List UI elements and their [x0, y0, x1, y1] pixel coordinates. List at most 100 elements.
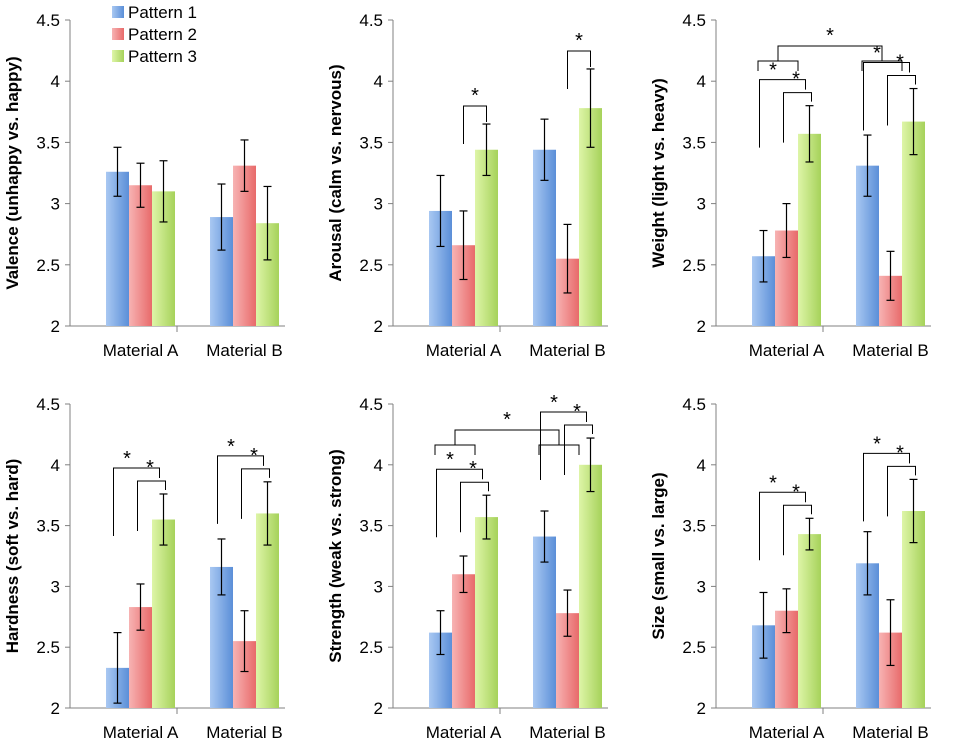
chart-panel-6: 2 2.5 3 3.5 4 4.5 Size (small vs. large) Materi…: [649, 395, 931, 742]
bar-pattern-1-material-a: [752, 625, 775, 708]
y-axis-title: Valence (unhappy vs. happy): [3, 56, 22, 289]
legend-swatch: [112, 28, 124, 40]
bar-pattern-2-material-a: [129, 185, 152, 326]
bar-pattern-3-material-a: [152, 191, 175, 326]
bar-pattern-2-material-a: [129, 607, 152, 708]
x-category-label: Material A: [426, 341, 502, 360]
x-category-label: Material B: [206, 723, 283, 742]
chart-panel-1: 2 2.5 3 3.5 4 4.5 Valence (unhappy vs. happy) M…: [3, 11, 285, 360]
bar-pattern-3-material-a: [798, 133, 821, 326]
significance-star: *: [575, 30, 583, 52]
significance-bracket-between: [777, 45, 883, 61]
bar-pattern-2-material-a: [452, 574, 475, 708]
bar-pattern-2-material-b: [233, 641, 256, 708]
legend-swatch: [112, 50, 124, 62]
significance-bracket-between: [454, 429, 560, 445]
significance-star: *: [792, 481, 800, 503]
significance-bracket-outer: [540, 411, 587, 481]
significance-bracket-inner: [460, 481, 489, 533]
bar-pattern-3-material-a: [798, 534, 821, 708]
y-tick-label: 4: [374, 72, 383, 91]
significance-bracket-inner: [783, 504, 812, 556]
significance-star: *: [792, 69, 800, 91]
significance-star: *: [873, 433, 881, 455]
y-tick-label: 3.5: [682, 517, 706, 536]
significance-star: *: [250, 445, 258, 467]
significance-bracket-inner: [783, 92, 812, 143]
y-tick-label: 2: [51, 699, 60, 718]
x-category-label: Material A: [749, 341, 825, 360]
y-tick-label: 2: [51, 317, 60, 336]
y-tick-label: 2: [374, 317, 383, 336]
y-tick-label: 2.5: [359, 638, 383, 657]
significance-bracket-inner: [137, 480, 166, 531]
y-tick-label: 2.5: [36, 638, 60, 657]
significance-star: *: [469, 458, 477, 480]
x-category-label: Material B: [529, 723, 606, 742]
significance-bracket-outer: [863, 452, 910, 522]
significance-bracket-outer: [113, 467, 160, 536]
significance-star: *: [471, 85, 479, 107]
chart-panel-4: 2 2.5 3 3.5 4 4.5 Hardness (soft vs. hard) Mate…: [3, 395, 285, 742]
bar-pattern-3-material-b: [902, 121, 925, 326]
significance-bracket-outer: [759, 491, 806, 561]
y-tick-label: 3.5: [359, 517, 383, 536]
chart-panel-2: 2 2.5 3 3.5 4 4.5 Arousal (calm vs. nervous) Ma…: [326, 11, 608, 360]
significance-star: *: [826, 25, 834, 47]
bar-pattern-3-material-b: [256, 223, 279, 326]
significance-bracket: [567, 50, 591, 89]
x-category-label: Material B: [206, 341, 283, 360]
y-tick-label: 3: [51, 195, 60, 214]
bar-pattern-1-material-a: [106, 171, 129, 326]
y-tick-label: 2: [374, 699, 383, 718]
x-category-label: Material A: [103, 341, 179, 360]
y-tick-label: 2.5: [359, 256, 383, 275]
y-tick-label: 3: [374, 195, 383, 214]
x-category-label: Material B: [852, 341, 929, 360]
significance-star: *: [446, 449, 454, 471]
significance-star: *: [503, 409, 511, 431]
significance-star: *: [896, 52, 904, 74]
y-tick-label: 3: [697, 577, 706, 596]
bar-pattern-3-material-a: [475, 149, 498, 326]
y-tick-label: 3.5: [36, 133, 60, 152]
y-tick-label: 2.5: [682, 638, 706, 657]
y-tick-label: 2: [697, 317, 706, 336]
chart-panel-3: 2 2.5 3 3.5 4 4.5 Weight (light vs. heavy) Mate…: [649, 11, 931, 360]
significance-star: *: [550, 392, 558, 414]
significance-bracket-inner: [241, 468, 270, 519]
y-tick-label: 3.5: [682, 133, 706, 152]
bar-pattern-2-material-b: [879, 632, 902, 708]
bar-pattern-2-material-b: [233, 165, 256, 326]
significance-bracket-outer: [436, 468, 483, 538]
significance-bracket-group-b: [538, 444, 580, 455]
bar-pattern-3-material-b: [902, 511, 925, 708]
significance-bracket-outer: [759, 79, 806, 148]
significance-bracket-inner: [887, 465, 916, 517]
bar-pattern-2-material-a: [775, 230, 798, 326]
bar-pattern-3-material-b: [579, 108, 602, 327]
significance-star: *: [769, 60, 777, 82]
legend-label: Pattern 2: [128, 25, 197, 44]
bar-pattern-1-material-a: [429, 210, 452, 326]
y-tick-label: 4.5: [36, 395, 60, 414]
legend-swatch: [112, 6, 124, 18]
y-axis-title: Hardness (soft vs. hard): [3, 459, 22, 654]
y-tick-label: 4.5: [36, 11, 60, 30]
significance-star: *: [573, 401, 581, 423]
legend-label: Pattern 3: [128, 47, 197, 66]
y-tick-label: 3: [697, 195, 706, 214]
y-axis-title: Strength (weak vs. strong): [326, 449, 345, 662]
y-tick-label: 3.5: [359, 133, 383, 152]
significance-bracket-inner: [564, 424, 593, 476]
legend-label: Pattern 1: [128, 3, 197, 22]
bar-pattern-1-material-a: [752, 256, 775, 326]
significance-bracket-outer: [217, 455, 264, 524]
x-category-label: Material A: [103, 723, 179, 742]
x-category-label: Material B: [852, 723, 929, 742]
chart-panel-5: 2 2.5 3 3.5 4 4.5 Strength (weak vs. strong) Ma…: [326, 392, 608, 742]
x-category-label: Material A: [426, 723, 502, 742]
significance-star: *: [227, 436, 235, 458]
significance-star: *: [769, 472, 777, 494]
